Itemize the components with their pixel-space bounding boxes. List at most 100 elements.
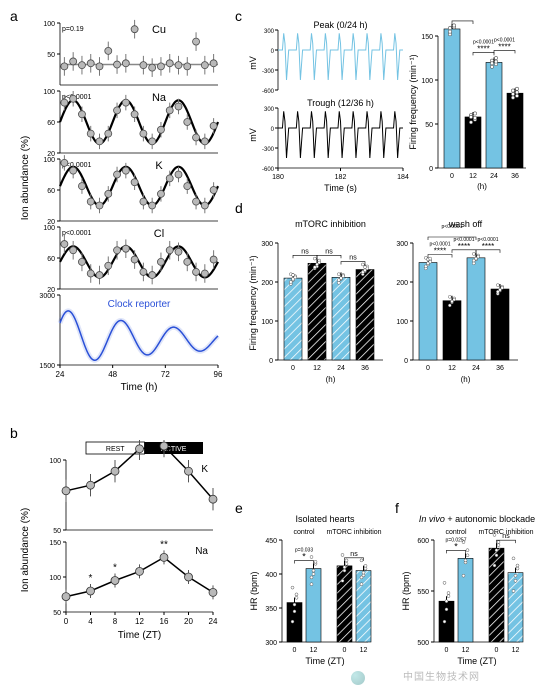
- svg-text:550: 550: [417, 589, 429, 596]
- svg-text:Cu: Cu: [152, 24, 166, 36]
- svg-text:-600: -600: [262, 89, 275, 95]
- svg-text:12: 12: [135, 617, 144, 626]
- svg-text:36: 36: [511, 173, 519, 180]
- svg-text:184: 184: [397, 174, 409, 181]
- panel-f-label: f: [395, 500, 399, 516]
- svg-text:100: 100: [49, 575, 61, 582]
- svg-text:300: 300: [264, 107, 275, 113]
- svg-text:-600: -600: [262, 167, 275, 173]
- svg-text:****: ****: [458, 242, 470, 251]
- svg-text:0: 0: [291, 365, 295, 372]
- svg-text:p=0.0257: p=0.0257: [446, 537, 467, 543]
- svg-text:3000: 3000: [39, 293, 55, 300]
- svg-text:0: 0: [343, 647, 347, 654]
- svg-text:150: 150: [421, 34, 433, 41]
- svg-text:0: 0: [426, 365, 430, 372]
- svg-text:100: 100: [421, 78, 433, 85]
- svg-text:350: 350: [265, 606, 277, 613]
- svg-text:100: 100: [43, 21, 55, 28]
- watermark-text: 中国生物技术网: [403, 668, 480, 683]
- svg-text:12: 12: [462, 647, 470, 654]
- svg-text:50: 50: [47, 52, 55, 59]
- svg-text:p<0.0001: p<0.0001: [494, 37, 515, 43]
- svg-text:****: ****: [434, 247, 446, 256]
- svg-text:48: 48: [108, 370, 117, 379]
- svg-text:0: 0: [271, 127, 275, 133]
- panel-c-chart: mV-600-3000300Peak (0/24 h)mV-600-300030…: [248, 18, 533, 198]
- svg-text:-300: -300: [262, 147, 275, 153]
- svg-text:control: control: [293, 529, 314, 536]
- svg-text:ns: ns: [325, 248, 333, 255]
- svg-text:ns: ns: [301, 248, 309, 255]
- svg-text:0: 0: [269, 358, 273, 365]
- svg-text:K: K: [155, 160, 163, 172]
- svg-text:300: 300: [265, 640, 277, 647]
- svg-text:300: 300: [396, 241, 408, 248]
- svg-text:*: *: [89, 573, 93, 584]
- svg-text:Isolated hearts: Isolated hearts: [295, 514, 355, 524]
- svg-text:20: 20: [184, 617, 193, 626]
- svg-text:0: 0: [445, 647, 449, 654]
- svg-text:p<0.0001: p<0.0001: [442, 224, 463, 230]
- svg-text:0: 0: [495, 647, 499, 654]
- svg-text:50: 50: [53, 610, 61, 617]
- svg-text:100: 100: [43, 225, 55, 232]
- svg-text:Time (s): Time (s): [324, 183, 357, 193]
- watermark-icon: [351, 671, 365, 685]
- svg-text:****: ****: [498, 42, 510, 51]
- svg-text:96: 96: [214, 370, 223, 379]
- svg-text:180: 180: [272, 174, 284, 181]
- svg-text:150: 150: [49, 540, 61, 547]
- svg-text:REST: REST: [106, 446, 125, 453]
- svg-text:Trough (12/36 h): Trough (12/36 h): [307, 98, 374, 108]
- svg-text:(h): (h): [326, 375, 336, 384]
- svg-text:p=0.033: p=0.033: [295, 548, 313, 554]
- svg-text:(h): (h): [461, 375, 471, 384]
- svg-text:100: 100: [396, 319, 408, 326]
- svg-text:100: 100: [43, 89, 55, 96]
- svg-text:0: 0: [404, 358, 408, 365]
- svg-text:36: 36: [496, 365, 504, 372]
- svg-text:****: ****: [456, 18, 468, 22]
- svg-text:mTORC inhibition: mTORC inhibition: [326, 529, 381, 536]
- svg-text:0: 0: [450, 173, 454, 180]
- svg-text:4: 4: [88, 617, 93, 626]
- panel-a-label: a: [10, 8, 18, 24]
- svg-text:16: 16: [160, 617, 169, 626]
- svg-text:Time (ZT): Time (ZT): [305, 656, 344, 666]
- svg-text:182: 182: [335, 174, 347, 181]
- svg-text:p<0.0001: p<0.0001: [430, 242, 451, 248]
- svg-text:8: 8: [113, 617, 118, 626]
- svg-text:12: 12: [469, 173, 477, 180]
- svg-text:100: 100: [43, 157, 55, 164]
- svg-text:Na: Na: [152, 92, 167, 104]
- svg-text:24: 24: [209, 617, 218, 626]
- svg-text:24: 24: [337, 365, 345, 372]
- svg-text:p<0.0001: p<0.0001: [454, 237, 475, 243]
- svg-text:p=0.19: p=0.19: [62, 26, 84, 33]
- svg-text:12: 12: [512, 647, 520, 654]
- svg-text:72: 72: [161, 370, 170, 379]
- svg-text:Time (h): Time (h): [121, 382, 158, 393]
- svg-text:control: control: [445, 529, 466, 536]
- panel-f-chart: In vivo + autonomic blockade500550600HR …: [400, 512, 535, 677]
- panel-d-label: d: [235, 200, 243, 216]
- svg-text:Firing frequency (min⁻¹): Firing frequency (min⁻¹): [408, 54, 418, 149]
- svg-text:Time (ZT): Time (ZT): [118, 630, 162, 641]
- panel-b-label: b: [10, 425, 18, 441]
- svg-text:300: 300: [264, 29, 275, 35]
- svg-text:1500: 1500: [39, 363, 55, 370]
- svg-text:0: 0: [429, 166, 433, 173]
- panel-a-chart: Ion abundance (%)50100Cup=0.192060100Nap…: [18, 18, 228, 418]
- svg-text:0: 0: [293, 647, 297, 654]
- svg-text:400: 400: [265, 572, 277, 579]
- svg-text:Time (ZT): Time (ZT): [457, 656, 496, 666]
- svg-text:mV: mV: [248, 128, 258, 142]
- svg-text:24: 24: [472, 365, 480, 372]
- svg-text:100: 100: [49, 458, 61, 465]
- svg-text:24: 24: [56, 370, 65, 379]
- svg-text:Ion abundance (%): Ion abundance (%): [20, 508, 31, 593]
- svg-text:300: 300: [261, 241, 273, 248]
- svg-text:Peak (0/24 h): Peak (0/24 h): [313, 20, 367, 30]
- svg-text:*: *: [113, 563, 117, 574]
